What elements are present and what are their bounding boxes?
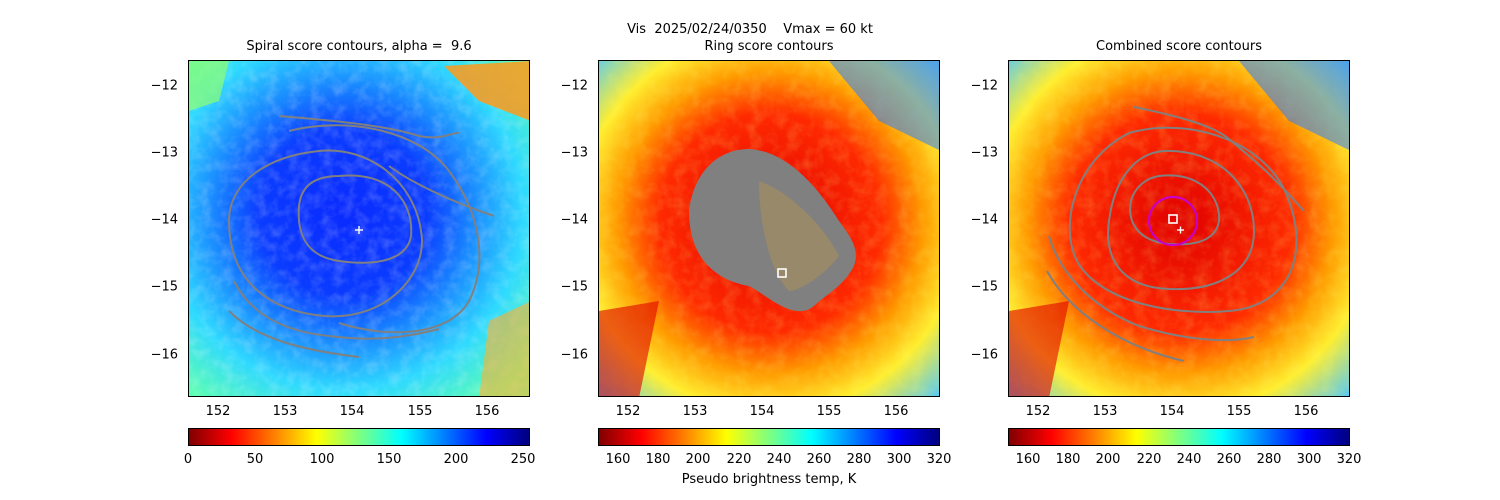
spiral-colorbar (188, 428, 530, 446)
p2-xtick-1: 153 (682, 404, 708, 419)
combined-colorbar (1008, 428, 1350, 446)
spiral-green-patch (189, 61, 229, 111)
p2-ytick-0: −12 (560, 78, 588, 94)
cb1-tick-4: 200 (443, 452, 469, 467)
panel-3-title: Combined score contours (1096, 39, 1262, 54)
p3-ytick-2: −14 (970, 212, 998, 228)
cb3-tick-4: 240 (1176, 452, 1202, 467)
spiral-contours (227, 115, 495, 358)
cb2-tick-3: 220 (726, 452, 752, 467)
p2-ytick-3: −15 (560, 279, 588, 295)
cb2-tick-7: 300 (886, 452, 912, 467)
combined-eye-ring (1147, 195, 1199, 247)
ring-center-square (777, 268, 787, 278)
cb2-tick-5: 260 (806, 452, 832, 467)
p1-xtick-1: 153 (272, 404, 298, 419)
p2-xtick-0: 152 (615, 404, 641, 419)
spiral-warm-patch (444, 61, 529, 121)
ring-masked-region (689, 149, 856, 312)
p3-ytick-4: −16 (970, 347, 998, 363)
p3-ytick-1: −13 (970, 145, 998, 161)
combined-center-plus (1177, 226, 1184, 234)
ring-hot-patch (599, 301, 659, 396)
p2-xtick-3: 155 (816, 404, 842, 419)
p1-ytick-4: −16 (150, 347, 178, 363)
p1-ytick-3: −15 (150, 279, 178, 295)
p3-ytick-3: −15 (970, 279, 998, 295)
cb1-tick-2: 100 (309, 452, 335, 467)
cb3-tick-3: 220 (1136, 452, 1162, 467)
ring-score-plot (598, 60, 940, 397)
combined-score-plot (1008, 60, 1350, 397)
cb1-tick-3: 150 (376, 452, 402, 467)
p1-ytick-2: −14 (150, 212, 178, 228)
p1-xtick-3: 155 (407, 404, 433, 419)
p2-xtick-4: 156 (883, 404, 909, 419)
p1-ytick-0: −12 (150, 78, 178, 94)
p1-xtick-0: 152 (205, 404, 231, 419)
p2-xtick-2: 154 (749, 404, 775, 419)
p3-xtick-3: 155 (1226, 404, 1252, 419)
spiral-center-plus (355, 226, 363, 234)
cb2-tick-1: 180 (645, 452, 671, 467)
spiral-orange-patch (479, 301, 529, 396)
combined-contours (1046, 106, 1305, 362)
ring-colorbar (598, 428, 940, 446)
cb3-tick-0: 160 (1015, 452, 1041, 467)
p3-ytick-0: −12 (970, 78, 998, 94)
p1-xtick-4: 156 (474, 404, 500, 419)
cb3-tick-1: 180 (1055, 452, 1081, 467)
combined-hot-patch (1009, 301, 1069, 396)
figure-title: Vis 2025/02/24/0350 Vmax = 60 kt (627, 22, 873, 37)
ring-masked-highlight (759, 181, 839, 291)
cb3-tick-8: 320 (1336, 452, 1362, 467)
colorbar-label: Pseudo brightness temp, K (681, 472, 857, 487)
cb1-tick-0: 0 (183, 452, 193, 467)
cb3-tick-7: 300 (1296, 452, 1322, 467)
p1-xtick-2: 154 (339, 404, 365, 419)
p3-xtick-2: 154 (1159, 404, 1185, 419)
cb2-tick-2: 200 (685, 452, 711, 467)
p2-ytick-1: −13 (560, 145, 588, 161)
cb2-tick-6: 280 (846, 452, 872, 467)
panel-2-title: Ring score contours (704, 39, 834, 54)
p2-ytick-2: −14 (560, 212, 588, 228)
panel-1-title: Spiral score contours, alpha = 9.6 (246, 39, 472, 54)
combined-cold-patch (1239, 61, 1349, 151)
cb3-tick-2: 200 (1095, 452, 1121, 467)
cb1-tick-1: 50 (246, 452, 264, 467)
p3-xtick-0: 152 (1025, 404, 1051, 419)
ring-cold-patch (829, 61, 939, 151)
combined-center-square (1168, 214, 1178, 224)
p2-ytick-4: −16 (560, 347, 588, 363)
cb2-tick-8: 320 (926, 452, 952, 467)
p3-xtick-4: 156 (1293, 404, 1319, 419)
spiral-score-plot (188, 60, 530, 397)
p3-xtick-1: 153 (1092, 404, 1118, 419)
cb2-tick-0: 160 (605, 452, 631, 467)
cb1-tick-5: 250 (510, 452, 536, 467)
p1-ytick-1: −13 (150, 145, 178, 161)
cb3-tick-5: 260 (1216, 452, 1242, 467)
cb2-tick-4: 240 (766, 452, 792, 467)
cb3-tick-6: 280 (1256, 452, 1282, 467)
